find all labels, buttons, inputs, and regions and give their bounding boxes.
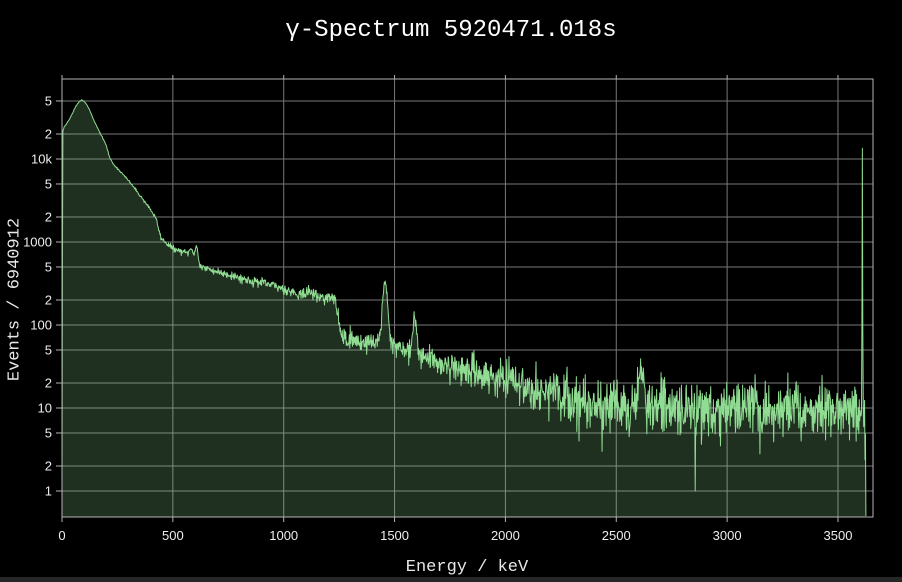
x-tick-label: 3000 (713, 528, 742, 543)
x-tick-label: 2000 (491, 528, 520, 543)
y-tick-label: 5 (45, 93, 52, 108)
x-tick-label: 500 (162, 528, 184, 543)
spectrum-line (61, 99, 867, 516)
y-tick-label: 2 (45, 210, 52, 225)
axis-ticks (56, 75, 839, 522)
y-axis-title: Events / 6940912 (5, 217, 25, 382)
x-tick-label: 1000 (269, 528, 298, 543)
y-tick-label: 1 (45, 483, 52, 498)
y-tick-label: 2 (45, 293, 52, 308)
y-tick-label: 2 (45, 459, 52, 474)
y-tick-label: 10k (31, 151, 52, 166)
x-tick-label: 0 (58, 528, 65, 543)
y-tick-label: 5 (45, 342, 52, 357)
x-tick-label: 3500 (824, 528, 853, 543)
y-tick-label: 100 (30, 317, 52, 332)
spectrum-fill-area (62, 99, 866, 517)
x-tick-label: 2500 (602, 528, 631, 543)
y-tick-label: 2 (45, 376, 52, 391)
y-tick-label: 2 (45, 127, 52, 142)
y-tick-label: 5 (45, 259, 52, 274)
x-tick-label: 1500 (380, 528, 409, 543)
y-tick-label: 5 (45, 425, 52, 440)
y-tick-label: 5 (45, 176, 52, 191)
tick-labels: 0 500 1000 1500 2000 2500 3000 3500 5 2 10k 5 2 1000 5… (23, 93, 852, 543)
chart-title: γ-Spectrum 5920471.018s (285, 17, 617, 44)
bottom-strip (0, 577, 902, 582)
y-tick-label: 1000 (23, 234, 52, 249)
y-tick-label: 10 (38, 400, 52, 415)
plot-frame (61, 78, 874, 518)
x-axis-title: Energy / keV (405, 558, 529, 577)
